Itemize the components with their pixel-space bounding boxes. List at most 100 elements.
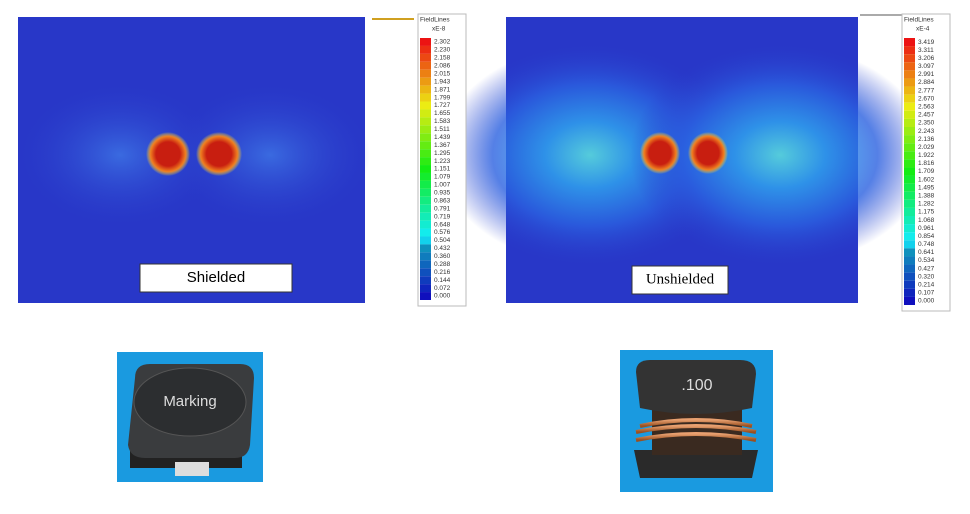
legend-label: 0.641: [918, 249, 935, 256]
legend-label: 0.432: [434, 245, 451, 252]
legend-label: 2.029: [918, 144, 935, 151]
legend-swatch: [904, 86, 915, 95]
legend-swatch: [420, 109, 431, 118]
legend-swatch: [904, 280, 915, 289]
legend-label: 0.360: [434, 253, 451, 260]
legend-swatch: [904, 167, 915, 176]
legend-label: 2.158: [434, 55, 451, 62]
legend-label: 0.216: [434, 269, 451, 276]
legend-swatch: [420, 101, 431, 110]
legend-label: 1.943: [434, 78, 451, 85]
caption: Shielded: [187, 269, 245, 286]
legend-unit: xE-4: [916, 26, 930, 33]
legend-label: 1.175: [918, 209, 935, 216]
legend-label: 1.922: [918, 152, 935, 159]
legend-label: 3.206: [918, 55, 935, 62]
legend-label: 0.961: [918, 225, 935, 232]
legend-swatch: [420, 236, 431, 245]
legend-label: 3.419: [918, 39, 935, 46]
legend-swatch: [904, 118, 915, 127]
legend-swatch: [420, 196, 431, 205]
legend-swatch: [904, 272, 915, 281]
legend-label: 1.816: [918, 160, 935, 167]
legend-label: 1.151: [434, 166, 451, 173]
legend-swatch: [904, 143, 915, 152]
legend-label: 1.709: [918, 168, 935, 175]
legend-label: 2.350: [918, 120, 935, 127]
legend-label: 1.495: [918, 184, 935, 191]
legend-swatch: [420, 77, 431, 86]
legend-label: 1.282: [918, 201, 935, 208]
part-photo: Marking: [117, 352, 263, 482]
legend-swatch: [420, 69, 431, 78]
legend-label: 0.000: [918, 298, 935, 305]
legend-label: 0.863: [434, 197, 451, 204]
legend-swatch: [420, 292, 431, 300]
field-plot: Shielded: [18, 17, 370, 303]
legend-label: 2.302: [434, 39, 451, 46]
legend-title: FieldLines: [904, 17, 934, 24]
legend-label: 3.311: [918, 47, 934, 54]
legend-label: 1.068: [918, 217, 935, 224]
legend-label: 0.107: [918, 290, 935, 297]
caption: Unshielded: [646, 271, 715, 287]
legend-label: 0.534: [918, 257, 935, 264]
legend-swatch: [904, 78, 915, 87]
legend-label: 0.504: [434, 237, 451, 244]
legend-label: 2.136: [918, 136, 935, 143]
legend-label: 2.991: [918, 71, 935, 78]
legend-swatch: [420, 149, 431, 158]
legend-swatch: [904, 240, 915, 249]
legend-swatch: [904, 54, 915, 63]
legend-swatch: [904, 199, 915, 208]
legend-label: 2.457: [918, 112, 935, 119]
legend-label: 1.388: [918, 192, 935, 199]
legend-swatch: [904, 216, 915, 225]
legend-swatch: [420, 220, 431, 229]
legend-label: 1.727: [434, 102, 451, 109]
legend-swatch: [904, 127, 915, 136]
legend-swatch: [904, 102, 915, 111]
legend-label: 2.015: [434, 70, 451, 77]
legend-swatch: [420, 125, 431, 134]
legend-label: 3.097: [918, 63, 935, 70]
legend-label: 0.320: [918, 273, 935, 280]
legend-label: 1.799: [434, 94, 451, 101]
legend-label: 1.602: [918, 176, 935, 183]
legend-swatch: [904, 288, 915, 297]
legend-swatch: [904, 38, 915, 47]
legend-swatch: [904, 151, 915, 160]
legend-swatch: [420, 188, 431, 197]
legend-label: 1.871: [434, 86, 451, 93]
legend-swatch: [420, 38, 431, 46]
legend-label: 1.583: [434, 118, 451, 125]
legend-swatch: [420, 61, 431, 70]
legend-label: 1.511: [434, 126, 450, 133]
legend-label: 0.648: [434, 221, 451, 228]
legend-swatch: [904, 264, 915, 273]
legend-swatch: [904, 70, 915, 79]
legend-label: 1.367: [434, 142, 451, 149]
legend-swatch: [904, 175, 915, 184]
legend-label: 0.748: [918, 241, 935, 248]
legend-label: 0.214: [918, 281, 935, 288]
legend-unit: xE-8: [432, 26, 446, 33]
legend-label: 0.576: [434, 229, 451, 236]
part-marking: Marking: [163, 393, 216, 410]
legend-label: 0.935: [434, 190, 451, 197]
legend-swatch: [420, 244, 431, 253]
legend-label: 2.670: [918, 95, 935, 102]
legend-label: 1.007: [434, 182, 451, 189]
legend-label: 0.427: [918, 265, 935, 272]
legend-swatch: [420, 276, 431, 285]
legend-swatch: [420, 141, 431, 150]
legend-label: 1.655: [434, 110, 451, 117]
legend-label: 2.230: [434, 47, 451, 54]
legend-swatch: [904, 207, 915, 216]
legend-swatch: [904, 110, 915, 119]
legend-title: FieldLines: [420, 17, 450, 24]
legend-swatch: [420, 117, 431, 126]
legend-label: 2.243: [918, 128, 935, 135]
legend-swatch: [420, 284, 431, 293]
